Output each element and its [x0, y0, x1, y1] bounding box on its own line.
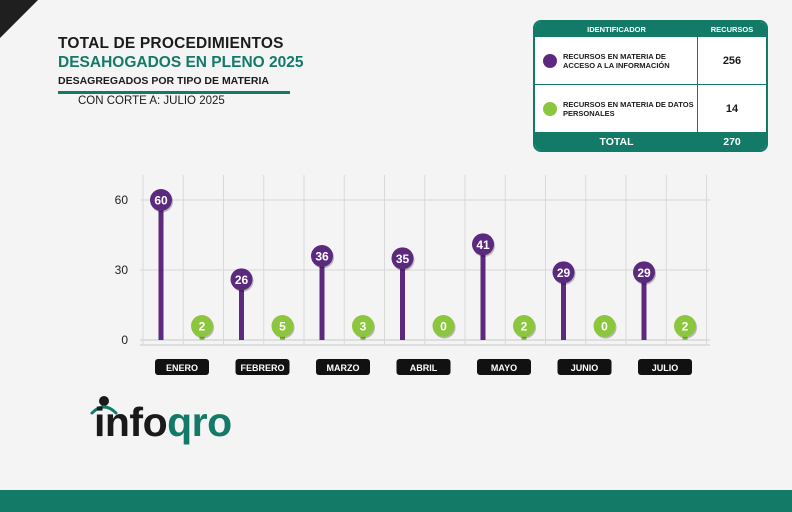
legend-row-personal: RECURSOS EN MATERIA DE DATOS PERSONALES …: [535, 85, 766, 133]
green-marker: [432, 315, 455, 337]
green-value-label: 0: [601, 320, 608, 334]
green-value-label: 3: [360, 320, 367, 334]
y-tick-label: 60: [115, 193, 129, 207]
green-marker: [674, 315, 696, 337]
legend-col-id: IDENTIFICADOR: [587, 25, 646, 34]
legend-table: IDENTIFICADOR RECURSOS RECURSOS EN MATER…: [533, 20, 768, 152]
category-label: ABRIL: [410, 363, 438, 373]
purple-value-label: 26: [235, 273, 249, 287]
category-pill: [557, 359, 612, 375]
legend-dot-green: [543, 101, 557, 116]
legend-label-access: RECURSOS EN MATERIA DE ACCESO A LA INFOR…: [563, 51, 670, 70]
green-marker: [513, 315, 535, 337]
green-marker: [593, 315, 616, 337]
logo-text-accent: qro: [167, 399, 232, 445]
title-line-1: TOTAL DE PROCEDIMIENTOS: [58, 35, 284, 52]
cutoff-date: CON CORTE A: JULIO 2025: [78, 95, 225, 107]
purple-value-label: 41: [476, 238, 490, 252]
y-tick-label: 0: [121, 333, 128, 347]
green-value-label: 2: [199, 320, 206, 334]
category-label: JUNIO: [571, 363, 599, 373]
legend-col-value: RECURSOS: [710, 25, 754, 34]
green-marker: [352, 315, 374, 337]
category-pill: [638, 359, 692, 375]
legend-label-personal: RECURSOS EN MATERIA DE DATOS PERSONALES: [563, 99, 694, 118]
purple-value-label: 36: [315, 250, 329, 264]
purple-value-label: 60: [154, 194, 168, 208]
logo-text-main: info: [94, 399, 168, 445]
legend-total-label: TOTAL: [599, 135, 634, 148]
y-tick-label: 30: [115, 263, 129, 277]
category-pill: [316, 359, 370, 375]
green-marker: [191, 315, 213, 337]
green-value-label: 5: [279, 320, 286, 334]
category-label: FEBRERO: [240, 363, 284, 373]
corner-decoration: [0, 0, 38, 38]
green-value-label: 2: [521, 320, 528, 334]
title-line-3: DESAGREGADOS POR TIPO DE MATERIA: [58, 75, 269, 87]
logo-wordmark: infoqro: [94, 399, 232, 446]
category-pill: [235, 359, 290, 375]
green-value-label: 2: [682, 320, 689, 334]
legend-header: IDENTIFICADOR RECURSOS: [535, 22, 766, 37]
category-label: MARZO: [327, 363, 360, 373]
purple-marker: [311, 245, 333, 267]
title-underline: [58, 91, 290, 94]
category-pill: [155, 359, 209, 375]
category-label: MAYO: [491, 363, 517, 373]
purple-marker: [150, 189, 172, 211]
category-label: ENERO: [166, 363, 198, 373]
purple-marker: [472, 233, 494, 256]
purple-marker: [391, 247, 414, 270]
category-pill: [396, 359, 451, 375]
legend-value-personal: 14: [725, 102, 739, 115]
bottom-bar: [0, 490, 792, 512]
green-value-label: 0: [440, 320, 447, 334]
purple-value-label: 35: [396, 252, 410, 266]
title-line-2: DESAHOGADOS EN PLENO 2025: [58, 54, 304, 71]
legend-dot-purple: [543, 53, 557, 68]
purple-marker: [633, 261, 655, 284]
legend-value-access: 256: [722, 54, 742, 67]
category-pill: [477, 359, 531, 375]
green-marker: [271, 315, 294, 337]
purple-marker: [552, 261, 575, 284]
category-label: JULIO: [652, 363, 679, 373]
legend-total-value: 270: [723, 135, 741, 148]
title-block: TOTAL DE PROCEDIMIENTOS DESAHOGADOS EN P…: [58, 35, 304, 94]
purple-value-label: 29: [637, 266, 651, 280]
legend-row-access: RECURSOS EN MATERIA DE ACCESO A LA INFOR…: [535, 37, 766, 85]
infoqro-logo: infoqro: [90, 395, 264, 455]
purple-value-label: 29: [557, 266, 571, 280]
logo-arc-icon: [90, 396, 118, 415]
purple-marker: [230, 268, 253, 291]
legend-total-row: TOTAL 270: [535, 133, 766, 150]
